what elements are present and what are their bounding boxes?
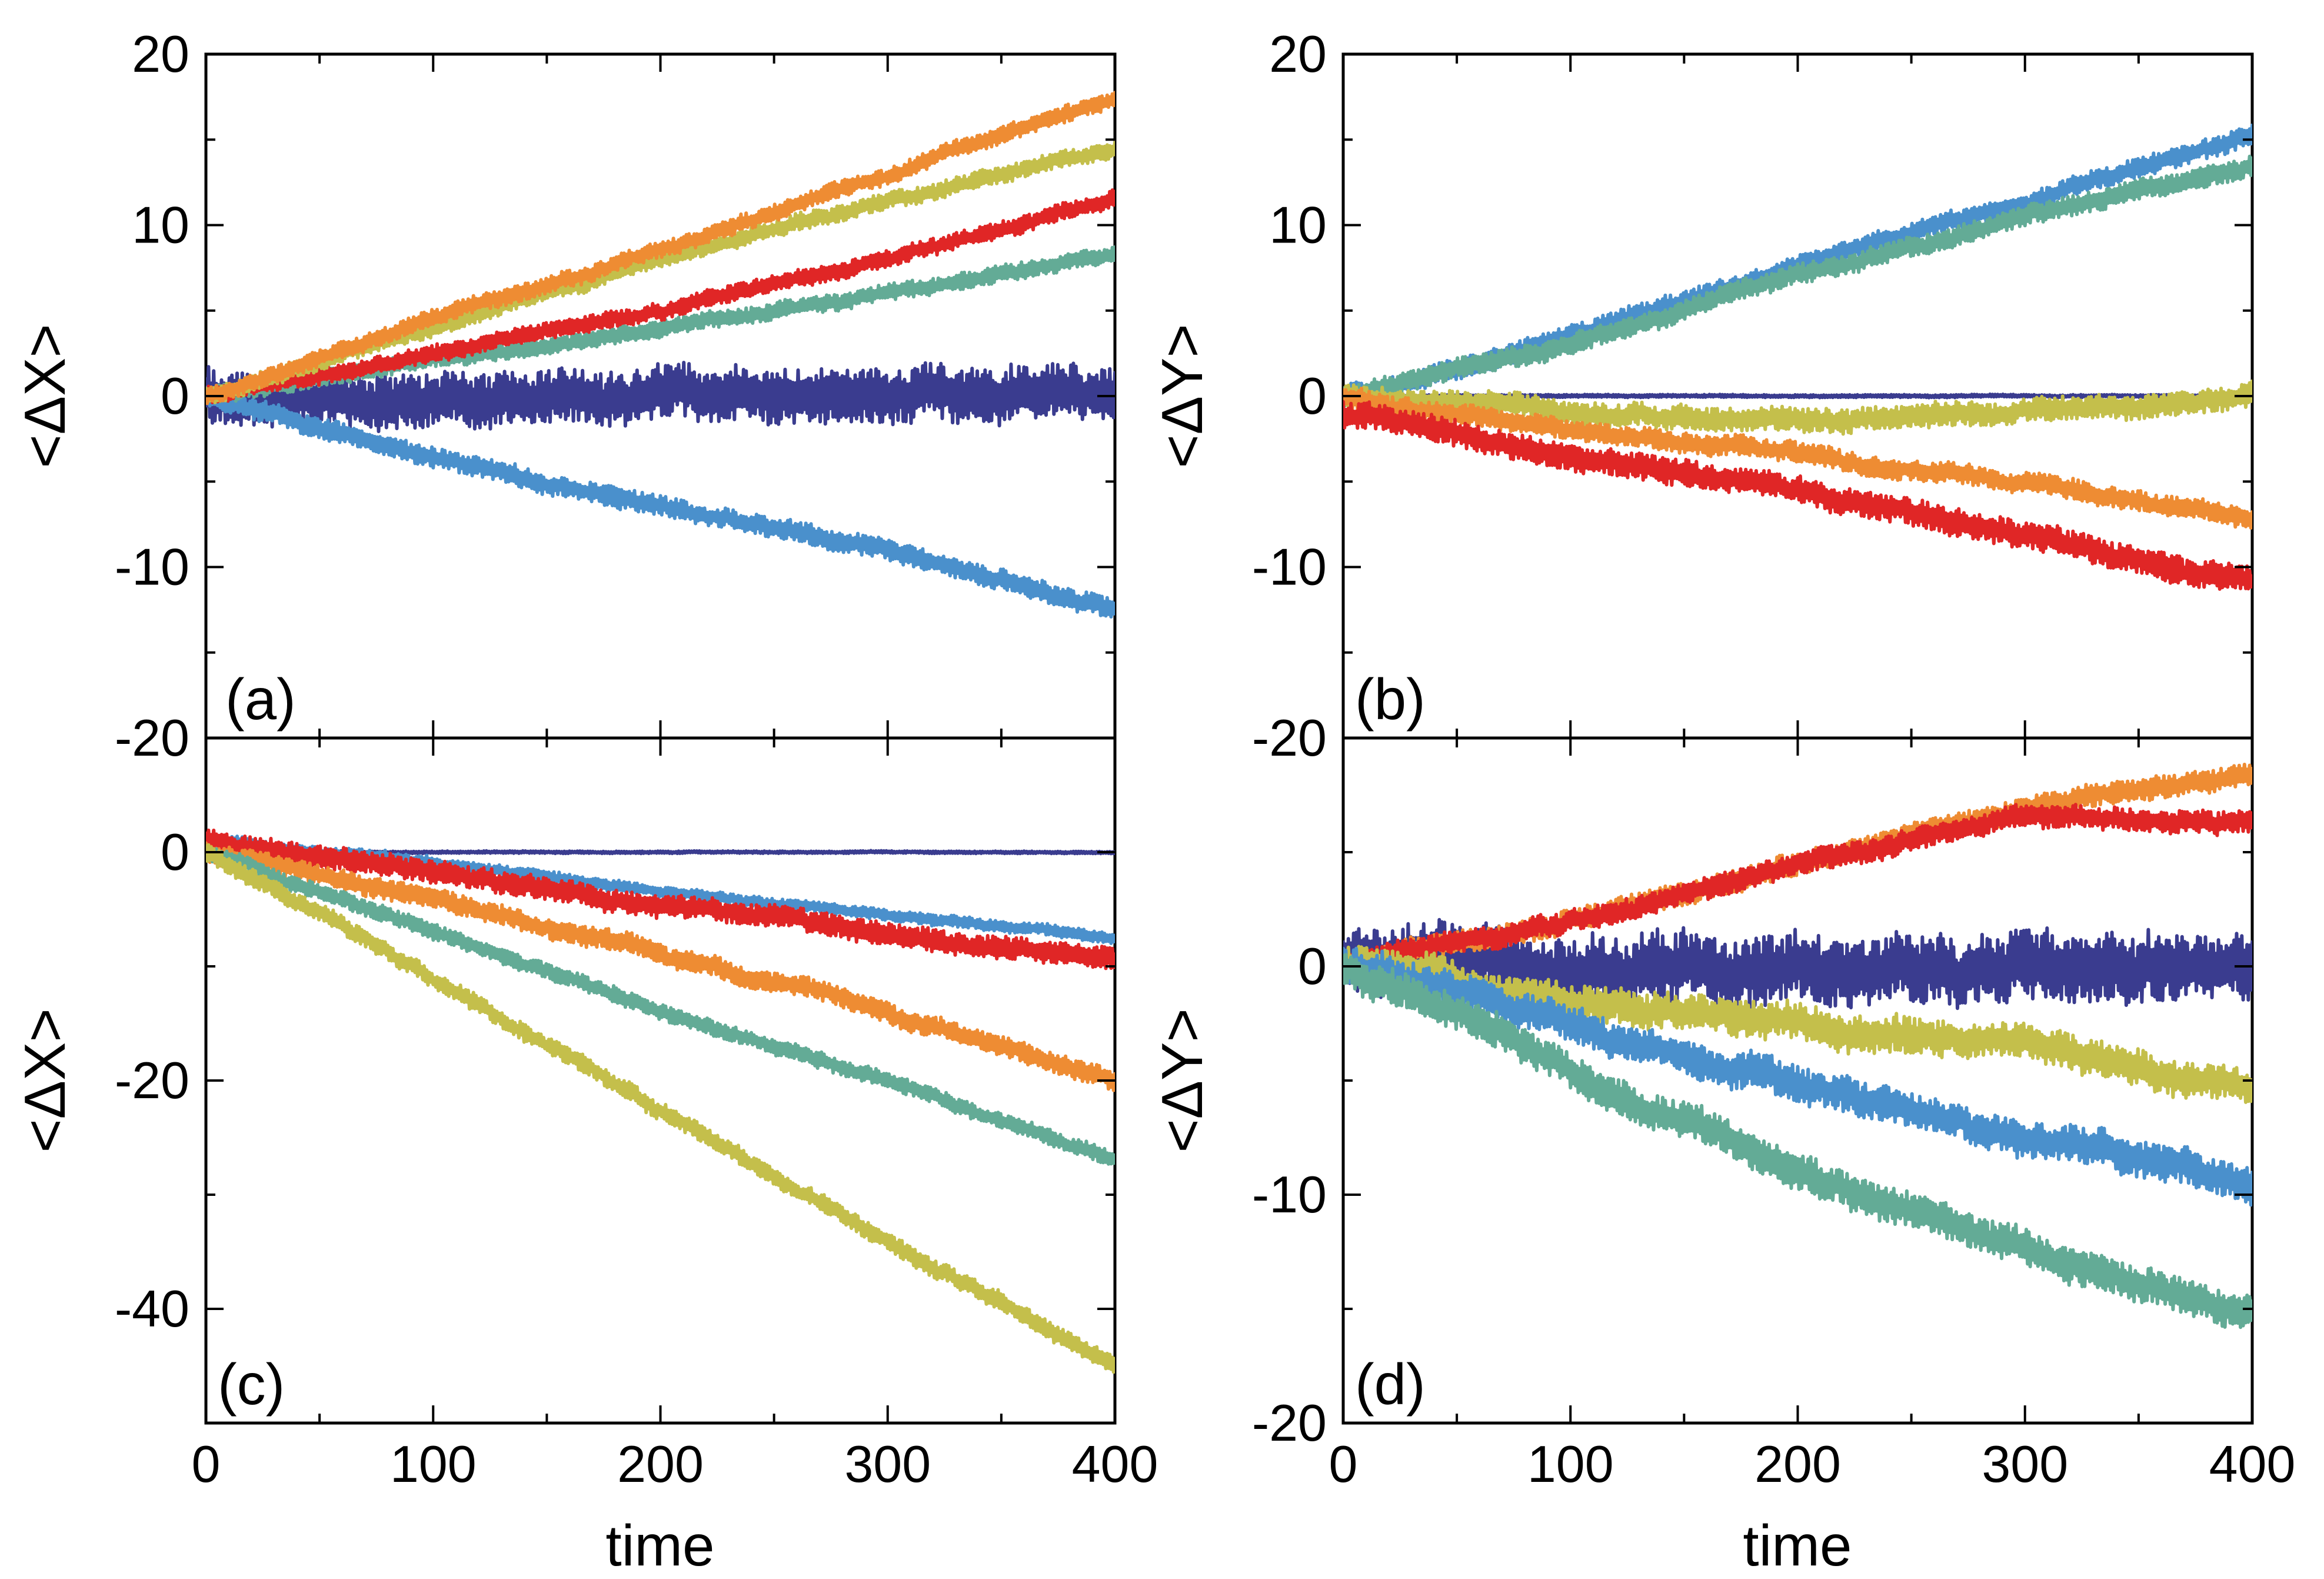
panel-c-frame	[204, 736, 1117, 1425]
panel-d-ytick-label: 0	[1298, 937, 1327, 995]
panel-b-series-orange	[1343, 387, 2252, 530]
panel-b-ytick-label: 20	[1269, 25, 1327, 83]
panel-b-ticks: -20 -10 0 10 20	[1252, 25, 2253, 767]
panel-c-xlabel: time	[605, 1513, 714, 1578]
panel-c-label: (c)	[218, 1352, 285, 1417]
panel-a-series	[206, 91, 1115, 619]
panel-c-ytick-label: -40	[115, 1279, 189, 1338]
panel-a-ytick-label: 10	[132, 196, 189, 254]
panel-b-ytick-label: 10	[1269, 196, 1327, 254]
panel-a: -20 -10 0 10 20 <ΔX> (a)	[12, 25, 1117, 767]
panel-a-ylabel: <ΔX>	[12, 324, 77, 468]
panel-a-label: (a)	[225, 667, 296, 732]
panel-c-series-red	[206, 828, 1115, 970]
panel-d-label: (d)	[1355, 1352, 1426, 1417]
panel-d-xtick-label: 0	[1329, 1435, 1358, 1493]
panel-b-ylabel: <ΔY>	[1150, 324, 1214, 468]
panel-a-ytick-label: 20	[132, 25, 189, 83]
panel-b-label: (b)	[1355, 667, 1426, 732]
panel-a-ytick-label: -20	[115, 709, 189, 767]
panel-c-series	[206, 828, 1115, 1374]
panel-d-series-red	[1343, 803, 2252, 979]
panel-d-xtick-label: 400	[2209, 1435, 2296, 1493]
panel-b-series-red	[1343, 400, 2252, 591]
panel-b-series	[1343, 123, 2252, 591]
panel-c-xtick-label: 400	[1072, 1435, 1158, 1493]
panel-a-ytick-label: 0	[161, 367, 189, 425]
panel-c-ytick-label: 0	[161, 823, 189, 881]
panel-d-xlabel: time	[1743, 1513, 1852, 1578]
panel-c-ylabel: <ΔX>	[12, 1008, 77, 1152]
panel-d-ytick-label: -20	[1252, 1394, 1327, 1452]
panel-d-ylabel: <ΔY>	[1150, 1008, 1214, 1152]
panel-d-series	[1343, 763, 2252, 1329]
panel-b-ytick-label: -20	[1252, 709, 1327, 767]
panel-b-series-olive	[1343, 379, 2252, 436]
panel-d-xtick-label: 300	[1982, 1435, 2068, 1493]
panel-a-series-dark-blue	[206, 361, 1115, 433]
panel-d-ytick-label: -10	[1252, 1165, 1327, 1224]
panel-c-series-orange	[206, 841, 1115, 1092]
panel-c-xtick-label: 300	[844, 1435, 931, 1493]
panel-d: 0 100 200 300 400 -20 -10 0 <ΔY> (d) time	[1150, 736, 2296, 1578]
panel-b-series-teal	[1343, 154, 2252, 408]
panel-a-series-orange	[206, 91, 1115, 405]
panel-a-series-light-blue	[206, 385, 1115, 619]
panel-d-series-dark-blue	[1343, 918, 2252, 1013]
panel-b-ytick-label: 0	[1298, 367, 1327, 425]
panel-c-xtick-label: 200	[617, 1435, 704, 1493]
panel-c-series-teal	[206, 846, 1115, 1166]
panel-a-series-red	[206, 188, 1115, 404]
panel-c-ytick-label: -20	[115, 1051, 189, 1109]
panel-c-series-olive	[206, 843, 1115, 1374]
panel-b: -20 -10 0 10 20 <ΔY> (b)	[1150, 25, 2254, 767]
panel-d-xtick-label: 100	[1527, 1435, 1614, 1493]
panel-d-ticks: 0 100 200 300 400 -20 -10 0	[1252, 737, 2296, 1493]
panel-c-ticks: 0 100 200 300 400 -40 -20 0	[115, 737, 1158, 1493]
panel-d-series-light-blue	[1343, 946, 2252, 1207]
panel-c: 0 100 200 300 400 -40 -20 0 <ΔX> (c) time	[12, 736, 1158, 1578]
panel-b-ytick-label: -10	[1252, 538, 1327, 596]
panel-d-series-teal	[1343, 953, 2252, 1329]
panel-a-ytick-label: -10	[115, 538, 189, 596]
panel-c-xtick-label: 0	[192, 1435, 221, 1493]
panel-a-series-olive	[206, 140, 1115, 404]
panel-c-xtick-label: 100	[390, 1435, 477, 1493]
panel-d-xtick-label: 200	[1754, 1435, 1841, 1493]
